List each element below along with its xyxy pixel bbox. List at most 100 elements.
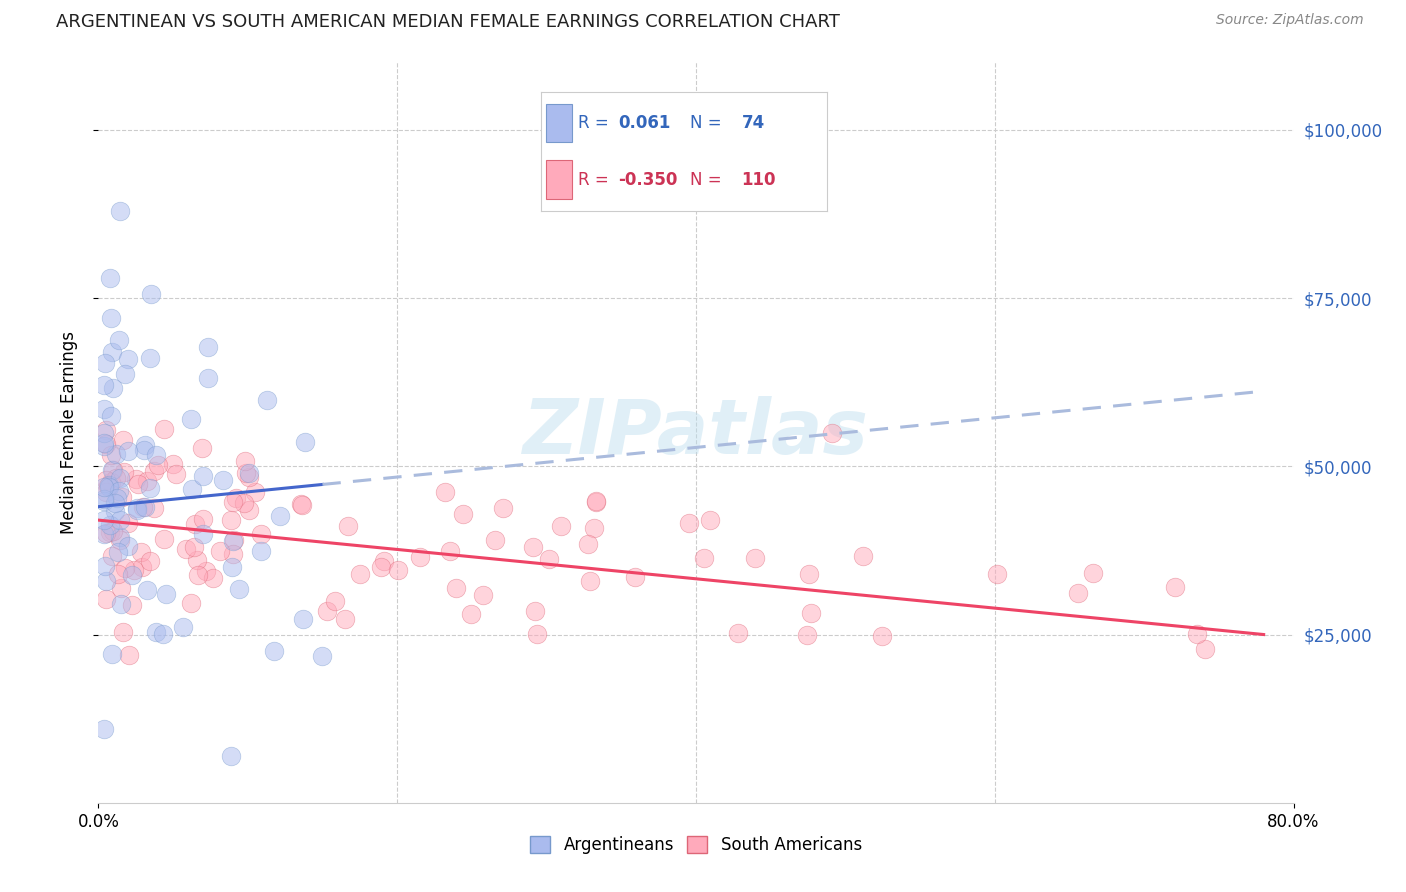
Text: ARGENTINEAN VS SOUTH AMERICAN MEDIAN FEMALE EARNINGS CORRELATION CHART: ARGENTINEAN VS SOUTH AMERICAN MEDIAN FEM… [56, 13, 841, 31]
Point [986, 566, 1008, 581]
Point [142, 500, 165, 515]
Point [219, 748, 242, 763]
Point [451, 507, 474, 521]
Point [145, 624, 167, 639]
Point [107, 566, 129, 581]
Point [93, 436, 115, 450]
Point [139, 351, 162, 365]
Point [209, 544, 232, 558]
Point [387, 563, 409, 577]
Point [94, 356, 117, 370]
Point [125, 471, 148, 485]
Point [112, 433, 135, 447]
Point [124, 563, 146, 577]
Point [524, 604, 547, 618]
Point [117, 351, 139, 366]
Point [491, 500, 513, 515]
Point [222, 533, 245, 547]
Point [238, 466, 260, 480]
Point [484, 533, 506, 548]
Point [336, 518, 359, 533]
Point [233, 496, 256, 510]
Point [111, 491, 134, 505]
Point [93, 558, 115, 573]
Point [181, 482, 204, 496]
Point [94, 574, 117, 589]
Point [127, 477, 149, 491]
Point [146, 458, 169, 473]
Point [97, 479, 120, 493]
Point [153, 422, 176, 436]
Point [114, 368, 136, 382]
Point [101, 463, 124, 477]
Point [134, 438, 156, 452]
Point [108, 471, 131, 485]
Point [98, 270, 121, 285]
Point [101, 381, 124, 395]
Legend: Argentineans, South Americans: Argentineans, South Americans [523, 830, 869, 861]
Point [93, 402, 115, 417]
Point [256, 392, 278, 407]
Point [323, 594, 346, 608]
Point [101, 549, 124, 564]
Point [100, 475, 122, 489]
Point [195, 564, 218, 578]
Point [538, 551, 561, 566]
Point [439, 544, 461, 558]
Point [623, 570, 645, 584]
Point [471, 588, 494, 602]
Point [136, 583, 159, 598]
Point [1067, 586, 1090, 600]
Point [409, 550, 432, 565]
Point [238, 470, 260, 484]
Point [183, 540, 205, 554]
Point [94, 474, 117, 488]
Point [93, 527, 115, 541]
Point [1081, 566, 1104, 580]
Point [93, 492, 115, 507]
Point [143, 464, 166, 478]
Point [797, 566, 820, 581]
Point [132, 500, 155, 514]
Point [107, 545, 129, 559]
Point [162, 457, 184, 471]
Point [186, 553, 208, 567]
Point [585, 493, 607, 508]
Point [235, 466, 257, 480]
Point [112, 465, 135, 479]
Point [190, 441, 212, 455]
Point [180, 596, 202, 610]
Point [292, 612, 315, 626]
Point [101, 463, 124, 477]
Point [852, 549, 875, 563]
Point [582, 521, 605, 535]
Point [522, 540, 544, 554]
Point [135, 474, 157, 488]
Point [291, 499, 314, 513]
Point [311, 649, 333, 664]
Point [228, 582, 250, 597]
Point [550, 519, 572, 533]
Point [118, 648, 141, 662]
Point [576, 537, 599, 551]
Text: Source: ZipAtlas.com: Source: ZipAtlas.com [1216, 13, 1364, 28]
Point [93, 425, 115, 440]
Point [460, 607, 482, 622]
Point [110, 581, 132, 595]
Point [100, 409, 122, 424]
Point [233, 454, 256, 468]
Point [104, 471, 127, 485]
Point [187, 567, 209, 582]
Point [114, 561, 136, 575]
Point [180, 412, 202, 426]
Point [191, 527, 214, 541]
Point [121, 567, 143, 582]
Point [585, 495, 607, 509]
Point [100, 344, 122, 359]
Point [727, 625, 749, 640]
Point [94, 437, 117, 451]
Point [93, 722, 115, 736]
Point [108, 333, 131, 347]
Point [821, 425, 844, 440]
Point [110, 597, 132, 611]
